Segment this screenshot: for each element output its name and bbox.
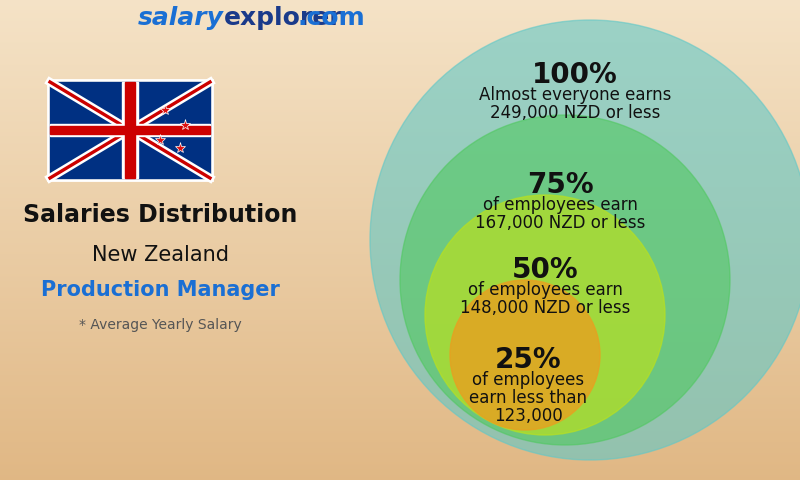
Text: * Average Yearly Salary: * Average Yearly Salary	[78, 318, 242, 332]
Text: 25%: 25%	[494, 346, 562, 374]
Text: New Zealand: New Zealand	[91, 245, 229, 265]
Text: 50%: 50%	[512, 256, 578, 284]
Text: explorer: explorer	[224, 6, 342, 30]
Text: salary: salary	[138, 6, 224, 30]
Circle shape	[400, 115, 730, 445]
Text: of employees earn: of employees earn	[482, 196, 638, 214]
Circle shape	[425, 195, 665, 435]
Text: 123,000: 123,000	[494, 407, 562, 425]
Text: 75%: 75%	[526, 171, 594, 199]
Text: 167,000 NZD or less: 167,000 NZD or less	[475, 214, 645, 232]
Text: Production Manager: Production Manager	[41, 280, 279, 300]
Text: Almost everyone earns: Almost everyone earns	[479, 86, 671, 104]
Text: earn less than: earn less than	[469, 389, 587, 407]
Text: 148,000 NZD or less: 148,000 NZD or less	[460, 299, 630, 317]
Bar	[50, 124, 210, 136]
Circle shape	[450, 280, 600, 430]
Text: Salaries Distribution: Salaries Distribution	[23, 203, 297, 227]
Text: of employees earn: of employees earn	[467, 281, 622, 299]
Bar	[122, 82, 138, 178]
Bar	[50, 82, 210, 178]
Text: of employees: of employees	[472, 371, 584, 389]
Bar	[125, 82, 135, 178]
Bar	[48, 80, 212, 180]
Text: 100%: 100%	[532, 61, 618, 89]
Circle shape	[370, 20, 800, 460]
Text: 249,000 NZD or less: 249,000 NZD or less	[490, 104, 660, 122]
Bar	[50, 126, 210, 134]
Text: .com: .com	[297, 6, 365, 30]
